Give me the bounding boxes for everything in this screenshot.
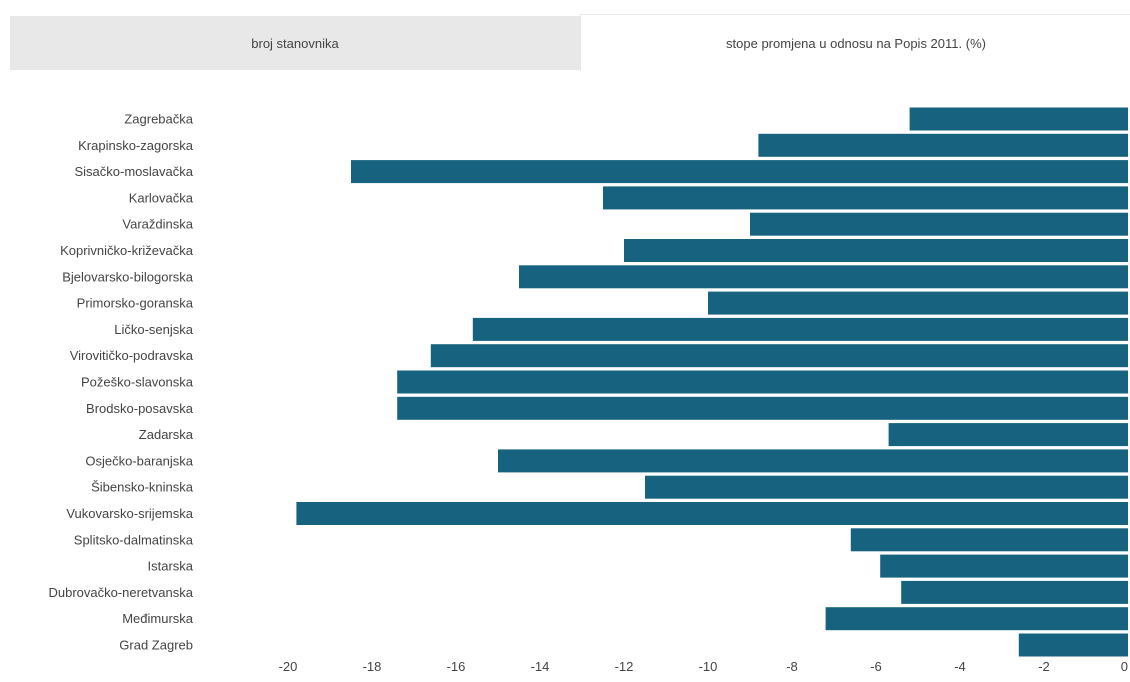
category-label: Požeško-slavonska [81,375,194,390]
bar-1[interactable] [758,133,1128,157]
category-label: Karlovačka [129,190,194,205]
category-label: Splitsko-dalmatinska [74,532,194,547]
category-label: Primorsko-goranska [77,296,194,311]
category-label: Vukovarsko-srijemska [66,506,193,521]
x-tick-label: -4 [954,659,966,674]
x-tick-label: 0 [1121,659,1128,674]
bar-0[interactable] [909,107,1128,131]
bar-9[interactable] [430,344,1128,368]
category-label: Zadarska [139,427,194,442]
bar-2[interactable] [351,160,1128,184]
category-label: Grad Zagreb [119,638,193,653]
tab-change-rates-label: stope promjena u odnosu na Popis 2011. (… [726,35,986,51]
x-tick-label: -14 [531,659,550,674]
category-label: Dubrovačko-neretvanska [48,585,193,600]
category-label: Šibensko-kninska [91,480,194,495]
x-tick-label: -12 [615,659,634,674]
x-tick-label: -8 [786,659,798,674]
horizontal-bar-chart: Zagrebačka Krapinsko-zagorska Sisačko-mosl… [48,107,1128,674]
tab-bar: broj stanovnika stope promjena u odnosu … [10,14,1130,71]
bar-18[interactable] [901,580,1128,604]
category-label: Krapinsko-zagorska [78,138,194,153]
category-label: Sisačko-moslavačka [75,164,194,179]
x-tick-label: -10 [699,659,718,674]
bar-17[interactable] [880,554,1128,578]
category-label: Istarska [147,559,193,574]
bar-4[interactable] [750,212,1128,236]
tab-change-rates[interactable]: stope promjena u odnosu na Popis 2011. (… [580,14,1130,71]
tab-population-count[interactable]: broj stanovnika [10,16,580,70]
bar-7[interactable] [708,291,1128,315]
bar-19[interactable] [825,607,1128,631]
category-label: Ličko-senjska [114,322,194,337]
category-label: Virovitičko-podravska [70,348,194,363]
bar-6[interactable] [519,265,1128,289]
category-label: Osječko-baranjska [85,453,193,468]
bar-13[interactable] [498,449,1128,473]
bar-12[interactable] [888,423,1128,447]
x-tick-label: -20 [279,659,298,674]
x-tick-label: -18 [363,659,382,674]
tab-population-count-label: broj stanovnika [251,35,339,51]
x-tick-label: -2 [1038,659,1050,674]
bar-5[interactable] [624,239,1128,262]
category-label: Brodsko-posavska [86,401,194,416]
bar-14[interactable] [645,475,1128,499]
bar-15[interactable] [296,502,1128,525]
bar-16[interactable] [850,528,1128,552]
x-tick-label: -16 [447,659,466,674]
category-label: Koprivničko-križevačka [60,243,194,258]
bar-10[interactable] [397,370,1128,394]
bar-8[interactable] [472,317,1128,341]
bar-3[interactable] [603,186,1128,210]
category-label: Zagrebačka [124,112,193,127]
category-label: Međimurska [122,611,194,626]
bar-11[interactable] [397,396,1128,420]
category-label: Bjelovarsko-bilogorska [62,269,194,284]
category-label: Varaždinska [122,217,193,232]
bar-20[interactable] [1018,633,1128,657]
x-tick-label: -6 [870,659,882,674]
